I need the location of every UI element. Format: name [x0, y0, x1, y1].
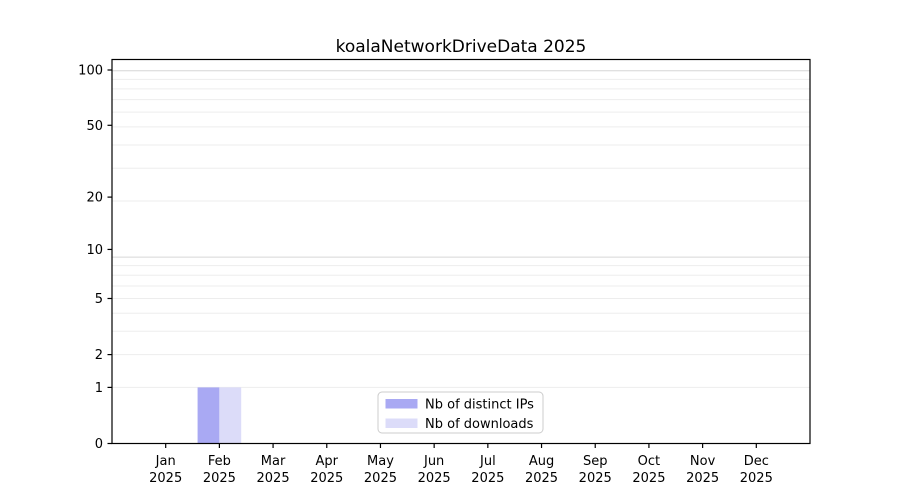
x-tick-label-month: Jan: [155, 454, 176, 469]
legend-swatch: [385, 399, 418, 409]
chart-title: koalaNetworkDriveData 2025: [336, 37, 587, 57]
y-tick-label: 20: [86, 191, 103, 206]
x-tick-label-month: Apr: [316, 454, 339, 469]
y-tick-label: 1: [95, 381, 103, 396]
x-tick-label-year: 2025: [740, 471, 773, 486]
legend-label: Nb of downloads: [425, 417, 534, 432]
x-tick-label-month: Aug: [529, 454, 554, 469]
legend-swatch: [385, 418, 418, 428]
x-tick-label-month: Dec: [744, 454, 769, 469]
y-tick-label: 0: [95, 437, 103, 452]
x-tick-label-year: 2025: [149, 471, 182, 486]
axes-group: 0 1 2 5 10 20 50 100 Jan 2025 Feb 2025 Mar 2025 Apr 202…: [78, 58, 811, 486]
bars-group: [197, 387, 242, 444]
bar-downloads: [219, 387, 242, 444]
x-tick-label-year: 2025: [686, 471, 719, 486]
y-tick-label: 2: [95, 348, 103, 363]
legend: Nb of distinct IPs Nb of downloads: [377, 391, 544, 434]
plot-frame: [111, 58, 811, 445]
legend-box: [377, 391, 544, 434]
x-tick-label-month: Jul: [479, 454, 496, 469]
x-tick-label-month: Sep: [583, 454, 608, 469]
x-tick-label-month: Jun: [423, 454, 444, 469]
x-tick-label-year: 2025: [310, 471, 343, 486]
x-tick-label-year: 2025: [257, 471, 290, 486]
x-tick-label-year: 2025: [418, 471, 451, 486]
y-tick-label: 100: [78, 64, 103, 79]
bar-distinct-ips: [197, 387, 220, 444]
y-tick-label: 50: [86, 119, 103, 134]
x-tick-label-month: Feb: [208, 454, 231, 469]
y-tick-label: 10: [86, 243, 103, 258]
x-tick-label-month: May: [367, 454, 394, 469]
y-tick-label: 5: [95, 292, 103, 307]
x-tick-label-year: 2025: [203, 471, 236, 486]
x-tick-label-month: Nov: [690, 454, 716, 469]
x-tick-label-year: 2025: [579, 471, 612, 486]
legend-label: Nb of distinct IPs: [425, 398, 534, 413]
x-tick-label-year: 2025: [471, 471, 504, 486]
x-tick-label-year: 2025: [364, 471, 397, 486]
x-tick-label-year: 2025: [632, 471, 665, 486]
x-tick-label-year: 2025: [525, 471, 558, 486]
x-tick-label-month: Mar: [261, 454, 286, 469]
x-tick-label-month: Oct: [638, 454, 660, 469]
gridlines-group: [112, 70, 810, 388]
